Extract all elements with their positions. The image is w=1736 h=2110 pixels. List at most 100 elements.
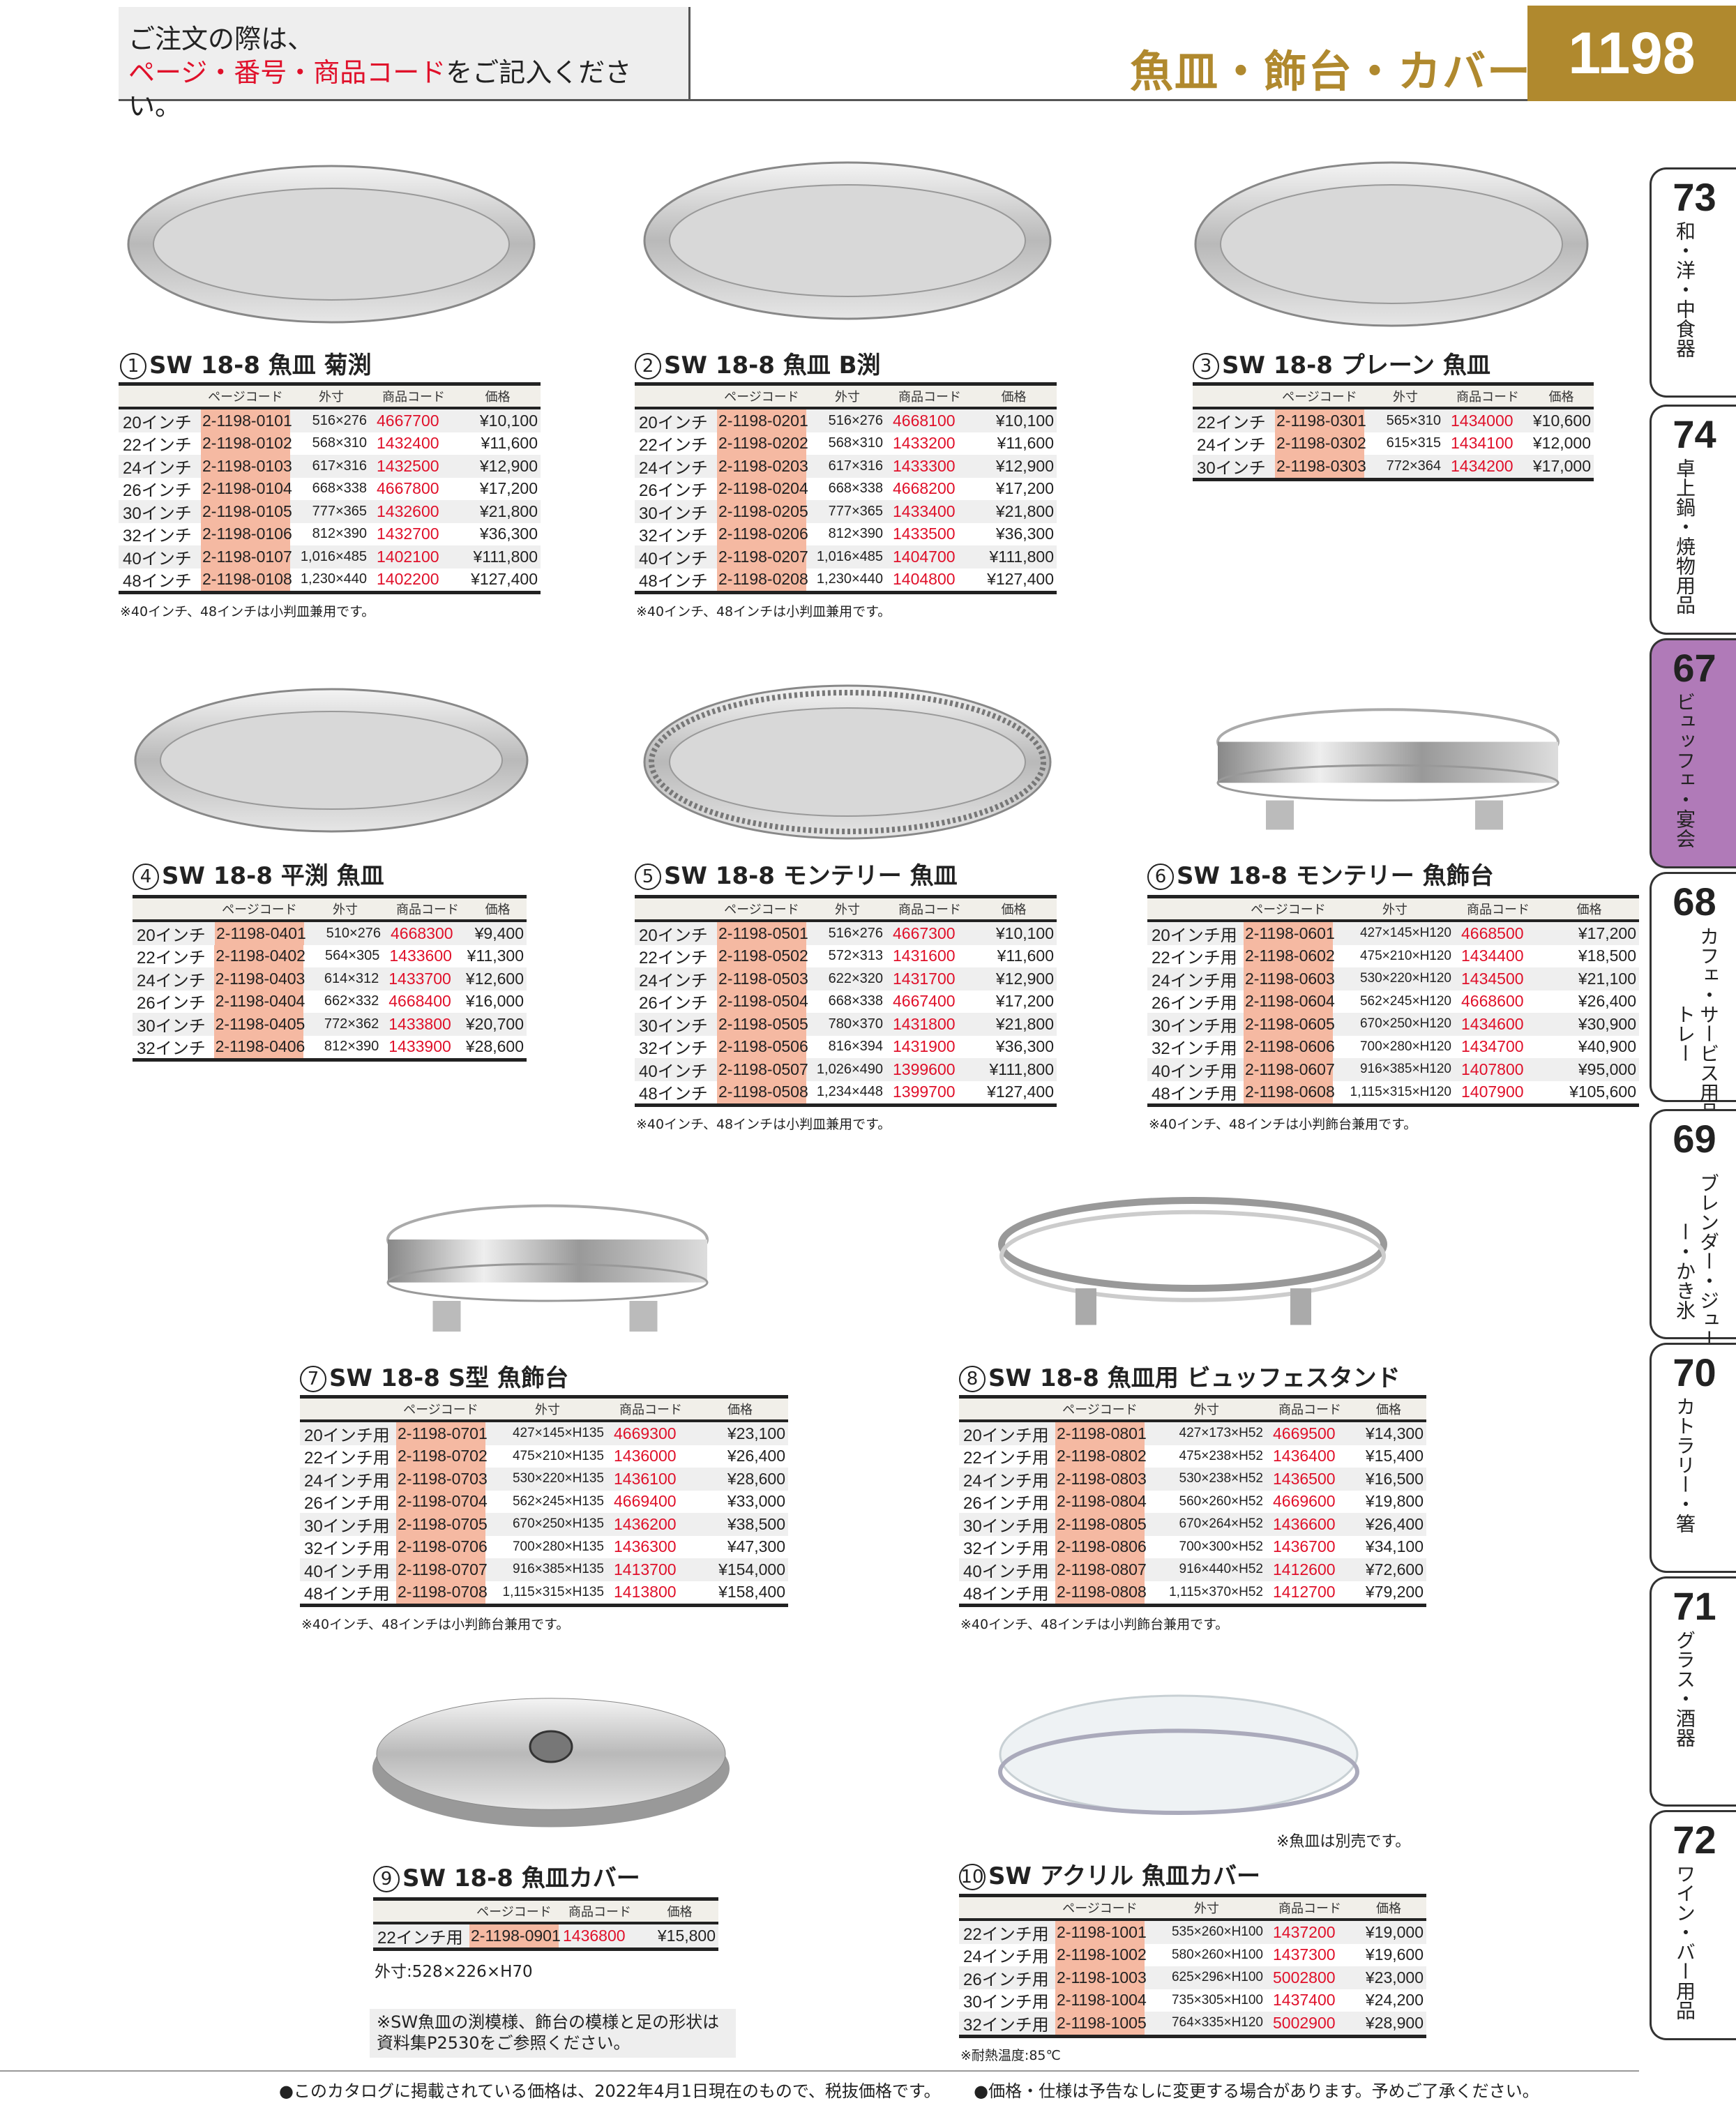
- size: 22インチ用: [1152, 949, 1237, 968]
- instruction-line1: ご注文の際は、: [128, 24, 315, 54]
- dimensions: 777×365: [828, 503, 883, 519]
- product-code: 1413800: [614, 1583, 677, 1602]
- dimensions: 1,016×485: [300, 548, 367, 564]
- table-row: 30インチ 2-1198-0303 772×364 1434200 ¥17,000: [1193, 455, 1594, 478]
- table-row: 24インチ 2-1198-0103 617×316 1432500 ¥12,900: [119, 455, 541, 478]
- dimensions: 772×364: [1386, 458, 1441, 474]
- dimensions: 700×300×H52: [1179, 1539, 1263, 1554]
- price: ¥17,200: [995, 992, 1054, 1011]
- table-row: 22インチ 2-1198-0402 564×305 1433600 ¥11,300: [133, 944, 527, 967]
- price: ¥36,300: [479, 525, 538, 543]
- col-page-code: ページコード: [1282, 390, 1357, 405]
- col-price: 価格: [1001, 390, 1027, 405]
- section-tab-73[interactable]: 73 和・洋・中食器: [1650, 167, 1736, 398]
- dimensions: 816×394: [828, 1039, 883, 1055]
- section-tab-72[interactable]: 72 ワイン・バー用品: [1650, 1810, 1736, 2040]
- dimensions: 1,115×315×H120: [1350, 1084, 1451, 1099]
- table-header: ページコード 外寸 商品コード 価格: [635, 898, 1057, 922]
- col-product-code: 商品コード: [898, 390, 961, 405]
- table-row: 48インチ 2-1198-0508 1,234×448 1399700 ¥127,400: [635, 1080, 1057, 1103]
- price: ¥127,400: [471, 570, 538, 589]
- table-row: 24インチ用 2-1198-1002 580×260×H100 1437300 ¥19,…: [959, 1943, 1426, 1967]
- page-code: 2-1198-0101: [201, 409, 292, 432]
- product-code: 1404700: [893, 547, 956, 566]
- item-number: 4: [133, 864, 159, 890]
- price: ¥18,500: [1578, 947, 1636, 965]
- section-tab-70[interactable]: 70 カトラリー・箸: [1650, 1343, 1736, 1573]
- col-price: 価格: [1376, 1403, 1401, 1417]
- page-code: 2-1198-0103: [201, 455, 292, 478]
- table-row: 20インチ用 2-1198-0801 427×173×H52 4669500 ¥14,3…: [959, 1422, 1426, 1445]
- size: 40インチ用: [1152, 1062, 1237, 1081]
- product-code: 4669600: [1273, 1492, 1336, 1511]
- price: ¥10,600: [1532, 411, 1591, 430]
- section-tab-67[interactable]: 67 ビュッフェ・宴会: [1650, 638, 1736, 868]
- product-name: SW 18-8 平渕 魚皿: [162, 862, 384, 890]
- price: ¥28,900: [1365, 2013, 1424, 2032]
- size: 30インチ: [639, 1016, 708, 1036]
- product-code: 4668400: [388, 992, 451, 1011]
- dimensions: 516×276: [828, 925, 883, 941]
- table-row: 30インチ用 2-1198-0705 670×250×H135 1436200 ¥38,…: [300, 1513, 788, 1536]
- page-code: 2-1198-0402: [214, 944, 305, 967]
- tab-number: 74: [1673, 412, 1716, 456]
- page-code: 2-1198-0404: [213, 990, 305, 1013]
- product-code: 1432600: [377, 502, 439, 520]
- size: 26インチ: [639, 481, 708, 501]
- price: ¥17,200: [1578, 924, 1636, 942]
- section-tab-68[interactable]: 68 カフェ・サービス用品・トレー: [1650, 872, 1736, 1141]
- price: ¥47,300: [727, 1537, 785, 1556]
- dimensions: 777×365: [312, 503, 367, 519]
- page-code: 2-1198-0603: [1244, 967, 1335, 990]
- product-code: 1399600: [893, 1060, 956, 1078]
- product-code: 1434200: [1451, 456, 1514, 475]
- price: ¥158,400: [718, 1583, 785, 1602]
- product-image-5: [643, 684, 1052, 840]
- col-page-code: ページコード: [222, 903, 297, 917]
- size: 40インチ: [123, 549, 192, 568]
- product-code: 1433500: [893, 525, 956, 543]
- dimensions: 568×310: [312, 435, 367, 451]
- price: ¥17,200: [479, 479, 538, 498]
- product-title-5: 5 SW 18-8 モンテリー 魚皿: [635, 857, 958, 891]
- dimensions: 617×316: [312, 458, 367, 474]
- size: 20インチ: [137, 926, 206, 945]
- tab-label: カフェ・サービス用品・トレー: [1673, 926, 1720, 1141]
- table-row: 26インチ 2-1198-0204 668×338 4668200 ¥17,200: [635, 477, 1057, 501]
- price: ¥9,400: [474, 924, 524, 942]
- size: 32インチ用: [963, 2015, 1049, 2035]
- product-code: 1436700: [1273, 1537, 1336, 1556]
- table-row: 20インチ用 2-1198-0701 427×145×H135 4669300 ¥23,…: [300, 1422, 788, 1445]
- size: 48インチ用: [304, 1585, 390, 1604]
- page-code: 2-1198-0102: [201, 432, 292, 455]
- size: 22インチ: [639, 949, 708, 968]
- price: ¥111,800: [989, 1060, 1054, 1078]
- price: ¥40,900: [1578, 1037, 1636, 1056]
- price: ¥12,000: [1532, 434, 1591, 453]
- page-code: 2-1198-0801: [1055, 1422, 1147, 1445]
- dimensions: 662×332: [324, 993, 379, 1009]
- product-code: 1433900: [388, 1037, 451, 1056]
- table-row: 24インチ用 2-1198-0603 530×220×H120 1434500 ¥21,…: [1147, 967, 1639, 990]
- size: 26インチ: [137, 994, 206, 1013]
- page-code: 2-1198-0208: [717, 568, 808, 591]
- table-row: 24インチ 2-1198-0203 617×316 1433300 ¥12,900: [635, 455, 1057, 478]
- size: 26インチ用: [304, 1494, 390, 1514]
- size: 30インチ用: [304, 1516, 390, 1536]
- price-table-10: ページコード 外寸 商品コード 価格 22インチ用 2-1198-1001 535×260×…: [959, 1894, 1426, 2038]
- size: 24インチ: [137, 971, 206, 990]
- section-tab-69[interactable]: 69 ブレンダー・ジューサー・かき氷: [1650, 1109, 1736, 1369]
- dimensions: 568×310: [828, 435, 883, 451]
- section-tab-74[interactable]: 74 卓上鍋・焼物用品: [1650, 405, 1736, 635]
- price: ¥21,800: [995, 502, 1054, 520]
- page-code: 2-1198-0106: [201, 522, 292, 545]
- size: 24インチ用: [963, 1947, 1049, 1967]
- price: ¥26,400: [727, 1447, 785, 1465]
- tab-number: 73: [1673, 175, 1716, 219]
- table-row: 32インチ用 2-1198-0706 700×280×H135 1436300 ¥47,…: [300, 1535, 788, 1558]
- product-code: 1433800: [388, 1014, 451, 1033]
- col-product-code: 商品コード: [1456, 390, 1519, 405]
- page-code: 2-1198-0805: [1055, 1513, 1147, 1536]
- dimensions: 614×312: [324, 970, 379, 986]
- section-tab-71[interactable]: 71 グラス・酒器: [1650, 1576, 1736, 1807]
